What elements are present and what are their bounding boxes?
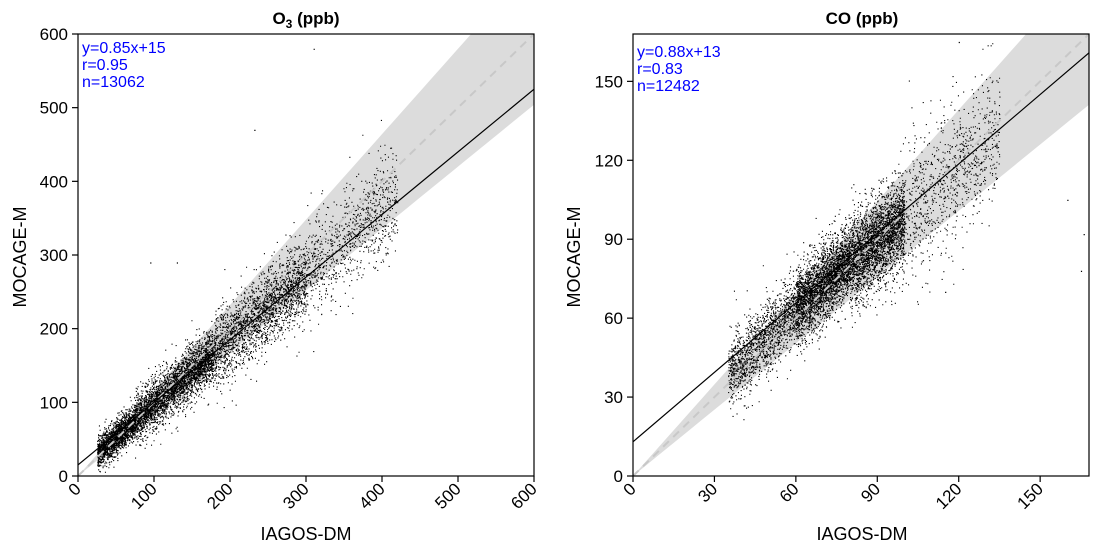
co-fit-equation: y=0.88x+13 [637, 44, 721, 61]
o3-stats: y=0.85x+15 r=0.95 n=13062 [82, 40, 166, 91]
o3-x-axis-label: IAGOS-DM [260, 524, 351, 544]
co-reference-lines [633, 34, 1089, 476]
regression-line [78, 88, 534, 466]
o3-fit-equation: y=0.85x+15 [82, 40, 166, 57]
x-tick-label: 400 [355, 479, 388, 512]
regression-line [633, 52, 1089, 443]
y-tick-label: 600 [40, 25, 68, 44]
o3-scatter-points [97, 48, 399, 473]
x-tick-label: 300 [279, 479, 312, 512]
x-tick-label: 600 [507, 479, 540, 512]
x-tick-label: 120 [932, 479, 965, 512]
y-tick-label: 120 [595, 151, 623, 170]
co-title: CO (ppb) [826, 9, 899, 28]
y-tick-label: 300 [40, 246, 68, 265]
y-tick-label: 200 [40, 320, 68, 339]
y-tick-label: 60 [604, 309, 623, 328]
co-stats: y=0.88x+13 r=0.83 n=12482 [637, 44, 721, 95]
x-tick-label: 90 [857, 479, 884, 506]
o3-correlation: r=0.95 [82, 57, 128, 74]
x-tick-label: 500 [431, 479, 464, 512]
y-tick-label: 500 [40, 99, 68, 118]
co-y-axis-label: MOCAGE-M [564, 207, 584, 308]
plot-frame [632, 33, 1090, 477]
o3-y-axis-label: MOCAGE-M [10, 207, 30, 308]
x-tick-label: 60 [776, 479, 803, 506]
y-tick-label: 150 [595, 72, 623, 91]
o3-title: O3 (ppb) [272, 9, 339, 31]
y-tick-label: 90 [604, 230, 623, 249]
co-correlation: r=0.83 [637, 61, 683, 78]
co-sample-count: n=12482 [637, 78, 700, 95]
y-tick-label: 100 [40, 393, 68, 412]
one-to-one-line [633, 34, 1089, 476]
co-panel: CO (ppb) IAGOS-DM MOCAGE-M 0 30 60 90 120 150… [564, 9, 1090, 544]
x-tick-label: 100 [127, 479, 160, 512]
x-tick-label: 150 [1013, 479, 1046, 512]
x-tick-label: 0 [65, 479, 85, 499]
x-tick-label: 200 [203, 479, 236, 512]
y-tick-label: 0 [614, 467, 623, 486]
o3-panel: O3 (ppb) IAGOS-DM MOCAGE-M 0 100 200 300 400… [10, 9, 541, 544]
x-tick-label: 0 [620, 479, 640, 499]
x-tick-label: 30 [694, 479, 721, 506]
o3-sample-count: n=13062 [82, 74, 145, 91]
y-tick-label: 400 [40, 172, 68, 191]
y-tick-label: 30 [604, 388, 623, 407]
y-tick-label: 0 [59, 467, 68, 486]
co-x-axis-label: IAGOS-DM [816, 524, 907, 544]
o3-reference-lines [78, 34, 534, 476]
scatter-point-cloud [97, 48, 399, 473]
